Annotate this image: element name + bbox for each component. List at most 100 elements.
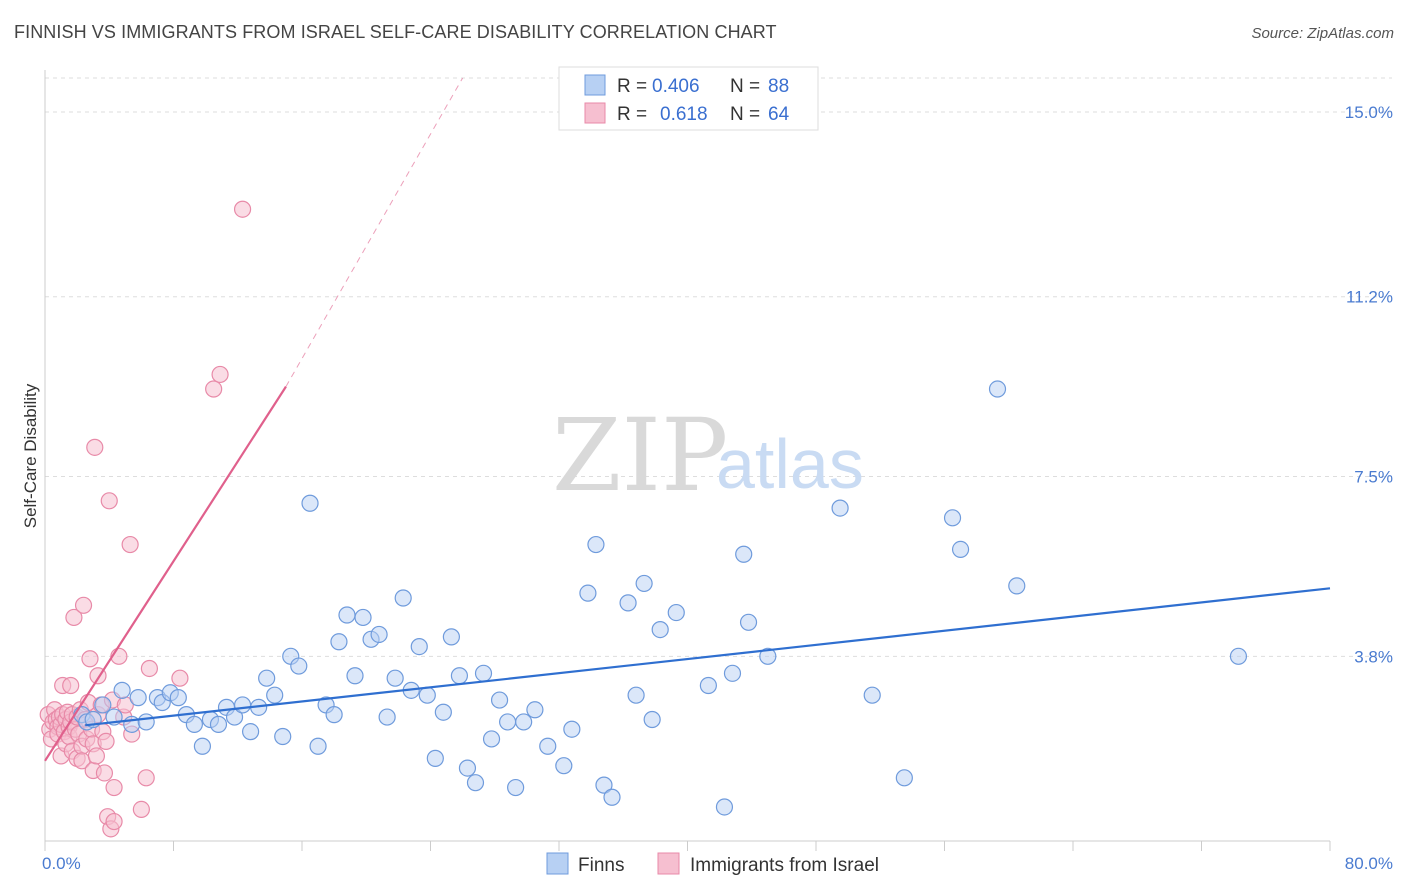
point-israel-23 xyxy=(65,608,83,627)
y-tick-label-1: 7.5% xyxy=(1354,468,1393,487)
point-finns-29 xyxy=(309,737,327,755)
point-finns-63 xyxy=(603,788,621,806)
legend-n-label-finns: N = xyxy=(730,76,760,97)
point-finns-14 xyxy=(185,715,203,733)
y-tick-labels: 3.8% 7.5% 11.2% 15.0% xyxy=(1345,103,1393,666)
y-axis-label: Self-Care Disability xyxy=(21,383,40,528)
point-finns-37 xyxy=(370,625,388,644)
point-israel-40 xyxy=(87,747,106,765)
point-israel-39 xyxy=(86,438,104,456)
legend-r-value-israel: 0.618 xyxy=(660,104,708,125)
point-finns-65 xyxy=(627,686,645,704)
watermark-atlas: atlas xyxy=(716,425,864,503)
legend-n-value-finns: 88 xyxy=(768,76,789,97)
point-finns-46 xyxy=(442,628,460,646)
point-finns-49 xyxy=(466,774,485,792)
point-finns-70 xyxy=(699,676,717,695)
bottom-legend: Finns Immigrants from Israel xyxy=(546,852,879,876)
point-israel-64 xyxy=(233,200,252,218)
point-finns-42 xyxy=(410,638,428,656)
point-finns-71 xyxy=(715,798,734,816)
legend-r-label-finns: R = xyxy=(617,76,647,97)
point-finns-50 xyxy=(474,664,493,682)
y-tick-label-0: 3.8% xyxy=(1354,647,1393,666)
point-finns-35 xyxy=(354,608,372,627)
point-finns-20 xyxy=(233,696,252,714)
point-israel-61 xyxy=(171,669,189,687)
point-finns-40 xyxy=(394,589,412,607)
x-tick-label-left: 0.0% xyxy=(42,854,81,873)
legend-r-value-finns: 0.406 xyxy=(652,76,700,97)
point-finns-72 xyxy=(723,664,742,682)
point-finns-12 xyxy=(169,689,187,707)
point-israel-51 xyxy=(105,778,123,797)
point-finns-17 xyxy=(209,715,228,733)
point-finns-3 xyxy=(94,696,112,714)
point-israel-46 xyxy=(97,732,115,750)
point-finns-59 xyxy=(563,720,581,738)
point-finns-5 xyxy=(113,681,131,699)
trend-line-finns xyxy=(85,587,1331,727)
point-finns-60 xyxy=(579,584,597,602)
point-finns-77 xyxy=(863,686,881,704)
point-finns-47 xyxy=(450,667,469,685)
point-finns-78 xyxy=(895,769,913,787)
point-israel-35 xyxy=(81,650,99,668)
legend-swatch-finns xyxy=(584,74,606,96)
trend-lines xyxy=(44,77,1331,762)
point-finns-43 xyxy=(418,686,436,704)
point-finns-75 xyxy=(759,647,777,665)
point-israel-63 xyxy=(211,365,229,384)
point-finns-24 xyxy=(266,686,284,704)
point-israel-59 xyxy=(137,769,155,787)
point-finns-15 xyxy=(193,737,212,755)
point-finns-34 xyxy=(346,667,364,685)
point-finns-58 xyxy=(555,757,573,775)
point-israel-20 xyxy=(62,676,80,695)
point-finns-73 xyxy=(735,545,753,563)
point-finns-7 xyxy=(129,689,147,707)
legend-n-label-israel: N = xyxy=(730,104,760,125)
point-finns-44 xyxy=(426,749,444,767)
grid-lines xyxy=(45,77,1392,657)
point-finns-67 xyxy=(643,710,661,729)
point-finns-25 xyxy=(274,727,292,746)
point-israel-48 xyxy=(100,492,118,510)
point-finns-66 xyxy=(635,574,653,593)
watermark: ZIP atlas xyxy=(552,397,864,514)
point-finns-83 xyxy=(1229,647,1248,665)
point-finns-80 xyxy=(951,540,970,559)
point-finns-81 xyxy=(988,380,1007,398)
point-finns-31 xyxy=(325,706,343,724)
point-finns-56 xyxy=(526,701,544,719)
y-tick-label-2: 11.2% xyxy=(1346,288,1393,307)
series-israel-points xyxy=(39,200,252,838)
point-israel-52 xyxy=(105,812,123,831)
point-israel-62 xyxy=(205,380,223,398)
series-finns-points xyxy=(73,380,1248,816)
point-finns-76 xyxy=(831,499,849,517)
y-tick-label-3: 15.0% xyxy=(1345,103,1393,122)
point-finns-38 xyxy=(378,708,396,726)
legend-n-value-israel: 64 xyxy=(768,104,790,125)
point-finns-27 xyxy=(290,657,308,675)
point-finns-51 xyxy=(482,730,501,748)
x-tick-label-right: 80.0% xyxy=(1345,854,1393,873)
source-label: Source: ZipAtlas.com xyxy=(1251,25,1394,42)
point-finns-69 xyxy=(667,603,685,622)
point-finns-82 xyxy=(1008,577,1026,595)
point-finns-64 xyxy=(619,594,637,612)
point-finns-32 xyxy=(330,633,348,651)
watermark-zip: ZIP xyxy=(552,397,728,514)
bottom-legend-finns: Finns xyxy=(578,855,624,876)
point-finns-21 xyxy=(242,723,260,741)
point-israel-31 xyxy=(74,596,93,614)
point-finns-45 xyxy=(434,703,452,721)
point-finns-33 xyxy=(338,606,356,624)
legend-swatch-israel xyxy=(584,102,606,124)
trend-line-israel xyxy=(44,386,287,762)
point-finns-61 xyxy=(587,535,605,554)
point-finns-74 xyxy=(739,613,758,631)
point-finns-79 xyxy=(943,509,962,527)
